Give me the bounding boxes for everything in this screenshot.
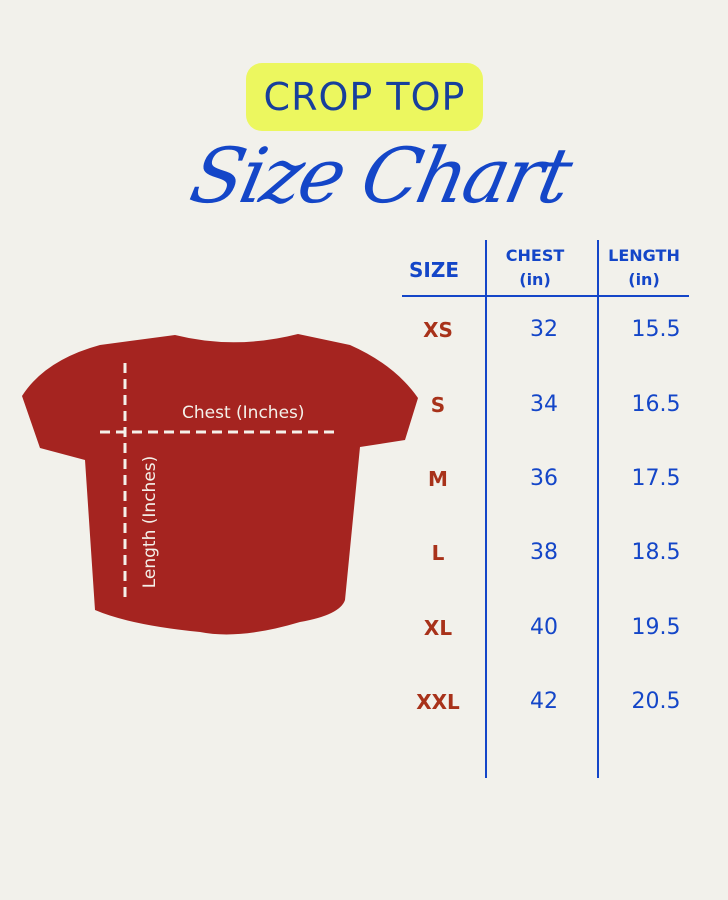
title-badge-background — [246, 63, 483, 131]
table-cell-size: M — [428, 467, 448, 491]
table-cell-chest: 36 — [530, 466, 558, 491]
table-cell-length: 20.5 — [631, 689, 681, 714]
header-chest-unit: (in) — [519, 270, 551, 289]
table-cell-length: 19.5 — [631, 615, 681, 640]
table-cell-size: XS — [423, 318, 453, 342]
table-cell-length: 18.5 — [631, 540, 681, 565]
table-cell-size: XL — [423, 616, 453, 640]
column-divider — [485, 240, 487, 778]
title-badge: CROP TOP — [263, 75, 466, 119]
table-cell-size: S — [430, 393, 446, 417]
header-size: SIZE — [408, 258, 459, 282]
table-cell-chest: 42 — [530, 689, 558, 714]
table-cell-chest: 38 — [530, 540, 558, 565]
crop-top-illustration — [22, 334, 418, 635]
table-cell-chest: 32 — [530, 317, 558, 342]
table-cell-chest: 34 — [530, 392, 558, 417]
table-cell-chest: 40 — [530, 615, 558, 640]
header-chest: CHEST — [505, 246, 565, 265]
table-cell-size: XXL — [416, 690, 460, 714]
shirt-body — [22, 334, 418, 635]
header-length-unit: (in) — [628, 270, 660, 289]
header-length: LENGTH — [608, 246, 680, 265]
table-cell-size: L — [431, 541, 445, 565]
page-title: Size Chart — [183, 131, 577, 220]
table-cell-length: 16.5 — [631, 392, 681, 417]
length-label: Length (Inches) — [140, 455, 160, 589]
table-cell-length: 17.5 — [631, 466, 681, 491]
table-cell-length: 15.5 — [631, 317, 681, 342]
chest-label: Chest (Inches) — [182, 403, 305, 423]
column-divider — [597, 240, 599, 778]
header-divider — [402, 295, 689, 297]
